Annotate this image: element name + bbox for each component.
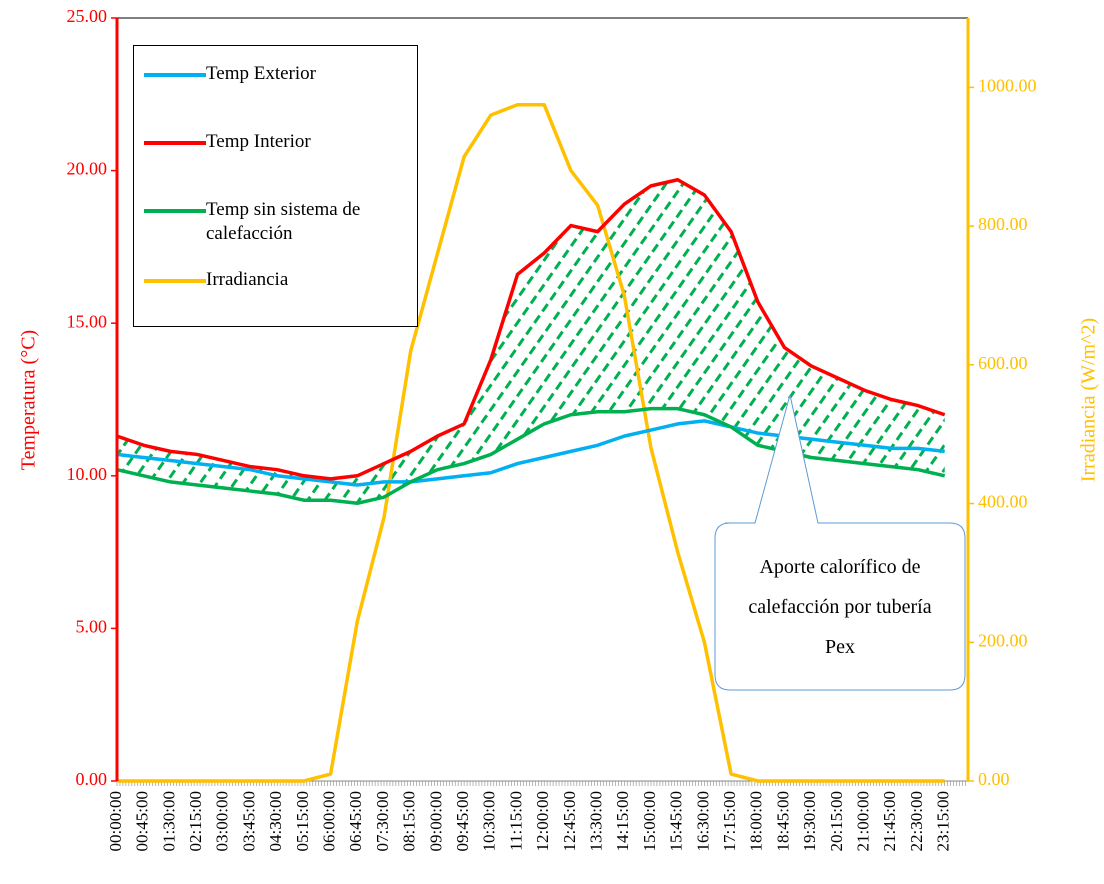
y-tick-label: 25.00	[67, 6, 108, 26]
x-tick-label: 21:00:00	[854, 791, 873, 851]
x-tick-label: 04:30:00	[266, 791, 285, 851]
legend-label: Temp Exterior	[206, 63, 316, 84]
legend-label: Irradiancia	[206, 269, 289, 290]
y2-tick-label: 200.00	[978, 630, 1028, 650]
heating-area	[117, 179, 945, 504]
x-tick-label: 19:30:00	[800, 791, 819, 851]
series-line	[117, 102, 945, 783]
x-tick-label: 17:15:00	[720, 791, 739, 851]
x-tick-label: 14:15:00	[613, 791, 632, 851]
x-tick-label: 06:00:00	[320, 791, 339, 851]
x-tick-label: 03:45:00	[239, 791, 258, 851]
legend-item: Temp sin sistema de calefacción	[144, 198, 406, 246]
x-tick-label: 15:45:00	[667, 791, 686, 851]
x-tick-label: 16:30:00	[693, 791, 712, 851]
x-tick-label: 20:15:00	[827, 791, 846, 851]
x-tick-label: 21:45:00	[880, 791, 899, 851]
x-tick-label: 18:45:00	[773, 791, 792, 851]
x-tick-label: 15:00:00	[640, 791, 659, 851]
legend-swatch	[144, 141, 206, 145]
y2-tick-label: 0.00	[978, 769, 1010, 789]
y2-tick-label: 1000.00	[978, 75, 1037, 95]
x-tick-label: 12:00:00	[533, 791, 552, 851]
y-tick-label: 0.00	[76, 769, 108, 789]
series-line	[116, 419, 945, 487]
x-tick-label: 05:15:00	[293, 791, 312, 851]
x-tick-label: 09:00:00	[426, 791, 445, 851]
x-tick-label: 00:45:00	[133, 791, 152, 851]
x-tick-label: 08:15:00	[400, 791, 419, 851]
legend-label: Temp Interior	[206, 131, 311, 152]
y-tick-label: 15.00	[67, 311, 108, 331]
plot: 0.00 5.00 10.00 15.00 20.00 25.00 0.00 200.00 40…	[67, 6, 1037, 851]
x-tick-label: 00:00:00	[106, 791, 125, 851]
annotation: Aporte calorífico de calefacción por tub…	[748, 555, 932, 658]
x-tick-label: 11:15:00	[506, 791, 525, 851]
legend-swatch	[144, 279, 206, 283]
y-tick-label: 10.00	[67, 464, 108, 484]
y2-tick-label: 400.00	[978, 492, 1028, 512]
x-tick-label: 02:15:00	[186, 791, 205, 851]
x-tick-label: 07:30:00	[373, 791, 392, 851]
y-axis-label: Temperatura (°C)	[18, 330, 40, 470]
y2-axis-label: Irradiancia (W/m^2)	[1078, 318, 1100, 482]
legend-item: Temp Interior	[144, 130, 406, 154]
x-tick-label: 22:30:00	[907, 791, 926, 851]
legend-item: Irradiancia	[144, 268, 406, 292]
x-tick-label: 13:30:00	[587, 791, 606, 851]
x-tick-label: 18:00:00	[747, 791, 766, 851]
legend-swatch	[144, 73, 206, 77]
legend-item: Temp Exterior	[144, 62, 406, 86]
y-tick-label: 20.00	[67, 159, 108, 179]
x-tick-label: 23:15:00	[934, 791, 953, 851]
series-line	[116, 406, 946, 506]
x-tick-label: 06:45:00	[346, 791, 365, 851]
series-line	[116, 178, 946, 481]
x-tick-label: 03:00:00	[213, 791, 232, 851]
legend-label: Temp sin sistema de calefacción	[206, 199, 361, 244]
callout	[714, 394, 966, 691]
x-tick-label: 10:30:00	[480, 791, 499, 851]
legend: Temp Exterior Temp Interior Temp sin siste…	[133, 45, 418, 327]
y-tick-label: 5.00	[76, 617, 108, 637]
x-tick-label: 01:30:00	[159, 791, 178, 851]
y2-tick-label: 600.00	[978, 353, 1028, 373]
x-tick-label: 12:45:00	[560, 791, 579, 851]
x-tick-label: 09:45:00	[453, 791, 472, 851]
legend-swatch	[144, 209, 206, 213]
y2-tick-label: 800.00	[978, 214, 1028, 234]
